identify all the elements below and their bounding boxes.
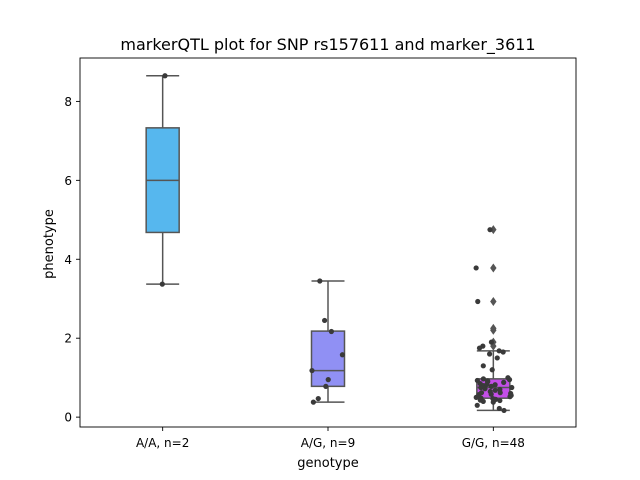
data-point	[478, 390, 485, 396]
data-point	[487, 227, 493, 233]
data-point	[322, 317, 328, 324]
data-point	[317, 278, 323, 284]
data-point	[474, 377, 480, 384]
data-point	[490, 395, 496, 402]
data-point	[508, 390, 514, 397]
data-point	[480, 376, 486, 382]
data-point	[501, 407, 507, 414]
data-point	[309, 367, 315, 374]
data-point	[492, 382, 498, 388]
data-point	[494, 355, 500, 361]
data-point	[473, 265, 479, 271]
axes-frame	[79, 57, 577, 428]
data-point	[492, 387, 498, 393]
y-tick-label: 8	[64, 95, 72, 109]
data-point	[488, 339, 495, 345]
data-point	[315, 395, 321, 402]
data-point	[489, 367, 495, 373]
strip-points-1	[159, 73, 168, 287]
outlier-diamond	[490, 297, 497, 307]
outlier-diamond	[490, 225, 497, 235]
data-point	[497, 397, 503, 404]
data-point	[480, 343, 486, 349]
data-point	[475, 298, 481, 305]
data-point	[487, 388, 493, 395]
data-point	[496, 348, 502, 354]
data-point	[480, 363, 486, 369]
data-point	[497, 390, 503, 396]
data-point	[159, 281, 165, 287]
box-group-1	[145, 75, 180, 285]
y-tick-label: 2	[64, 332, 72, 346]
data-point	[328, 328, 334, 335]
data-point	[325, 377, 331, 383]
strip-points-2	[309, 278, 345, 405]
outlier-diamond	[490, 263, 497, 273]
plot-content	[145, 73, 515, 414]
data-point	[323, 383, 329, 389]
data-point	[500, 349, 506, 355]
y-axis-ticks: 0 2 4 6 8	[64, 95, 80, 425]
y-axis-label: phenotype	[42, 209, 57, 279]
data-point	[487, 351, 493, 357]
x-tick-label: G/G, n=48	[462, 436, 525, 450]
data-point	[162, 73, 168, 79]
data-point	[501, 379, 507, 385]
x-axis-ticks: A/A, n=2 A/G, n=9 G/G, n=48	[136, 427, 525, 450]
x-tick-label: A/G, n=9	[301, 436, 355, 450]
data-point	[310, 399, 316, 405]
data-point	[505, 375, 511, 381]
x-axis-label: genotype	[297, 456, 358, 471]
strip-points-3	[473, 227, 515, 414]
outlier-diamond	[490, 323, 497, 333]
data-point	[496, 405, 502, 412]
data-point	[485, 378, 491, 384]
data-point	[509, 384, 515, 391]
chart-title: markerQTL plot for SNP rs157611 and mark…	[120, 35, 535, 55]
x-tick-label: A/A, n=2	[136, 436, 189, 450]
data-point	[339, 352, 345, 358]
y-tick-label: 0	[64, 411, 72, 425]
y-tick-label: 4	[64, 253, 72, 267]
data-point	[474, 402, 480, 408]
y-tick-label: 6	[64, 174, 72, 188]
